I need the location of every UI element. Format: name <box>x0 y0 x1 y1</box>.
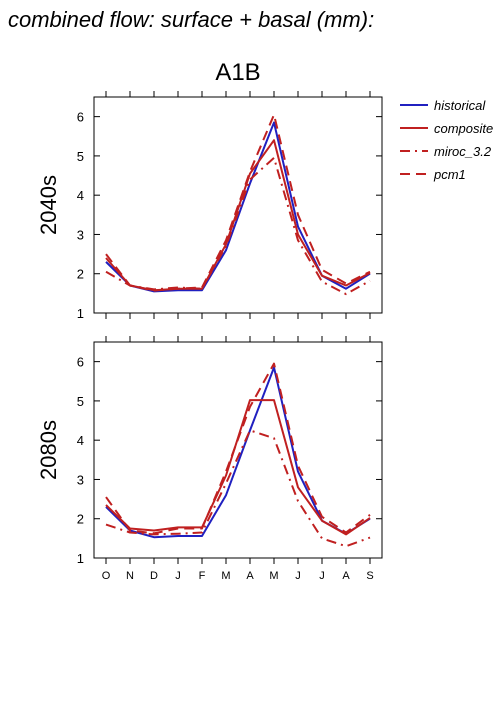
x-tick-label: A <box>246 570 254 582</box>
legend-label: miroc_3.2 <box>434 144 492 159</box>
x-tick-label: N <box>126 570 134 582</box>
y-tick-label: 1 <box>77 551 84 566</box>
x-tick-label: O <box>102 570 111 582</box>
y-tick-label: 1 <box>77 306 84 321</box>
legend-label: historical <box>434 98 486 113</box>
x-tick-label: S <box>366 570 373 582</box>
y-tick-label: 4 <box>77 188 84 203</box>
series-line-pcm1 <box>105 113 371 292</box>
legend-label: pcm1 <box>433 167 466 182</box>
legend-label: composite <box>434 121 493 136</box>
x-tick-label: J <box>295 570 301 582</box>
panel-2080s: 2080s 1 2 3 4 5 6 O N D J F M A M J J A S <box>36 336 383 582</box>
y-tick-label: 2 <box>77 512 84 527</box>
x-tick-label: D <box>150 570 158 582</box>
x-tick-label: M <box>269 570 278 582</box>
series-line-pcm1 <box>105 362 371 535</box>
y-tick-label: 4 <box>77 433 84 448</box>
plot-frame <box>93 96 383 314</box>
y-tick-label: 5 <box>77 149 84 164</box>
series-line-miroc-3-2 <box>105 156 371 296</box>
y-tick-label: 6 <box>77 355 84 370</box>
panel-label: 2080s <box>36 420 61 480</box>
y-tick-label: 3 <box>77 227 84 242</box>
x-tick-label: F <box>199 570 206 582</box>
series-line-historical <box>105 366 371 539</box>
legend: historical composite miroc_3.2 pcm1 <box>400 98 493 182</box>
panel-2040s: 2040s 1 2 3 4 5 6 <box>36 91 383 321</box>
y-tick-label: 6 <box>77 110 84 125</box>
plot-frame <box>93 341 383 559</box>
figure-title: combined flow: surface + basal (mm): <box>8 7 374 32</box>
panel-label: 2040s <box>36 175 61 235</box>
y-tick-label: 3 <box>77 472 84 487</box>
y-tick-label: 2 <box>77 267 84 282</box>
x-tick-label: J <box>319 570 325 582</box>
x-tick-label: J <box>175 570 181 582</box>
x-tick-label: M <box>221 570 230 582</box>
x-tick-label: A <box>342 570 350 582</box>
series-line-miroc-3-2 <box>105 429 371 548</box>
series-line-composite <box>105 399 371 536</box>
y-tick-label: 5 <box>77 394 84 409</box>
scenario-label: A1B <box>215 59 260 86</box>
